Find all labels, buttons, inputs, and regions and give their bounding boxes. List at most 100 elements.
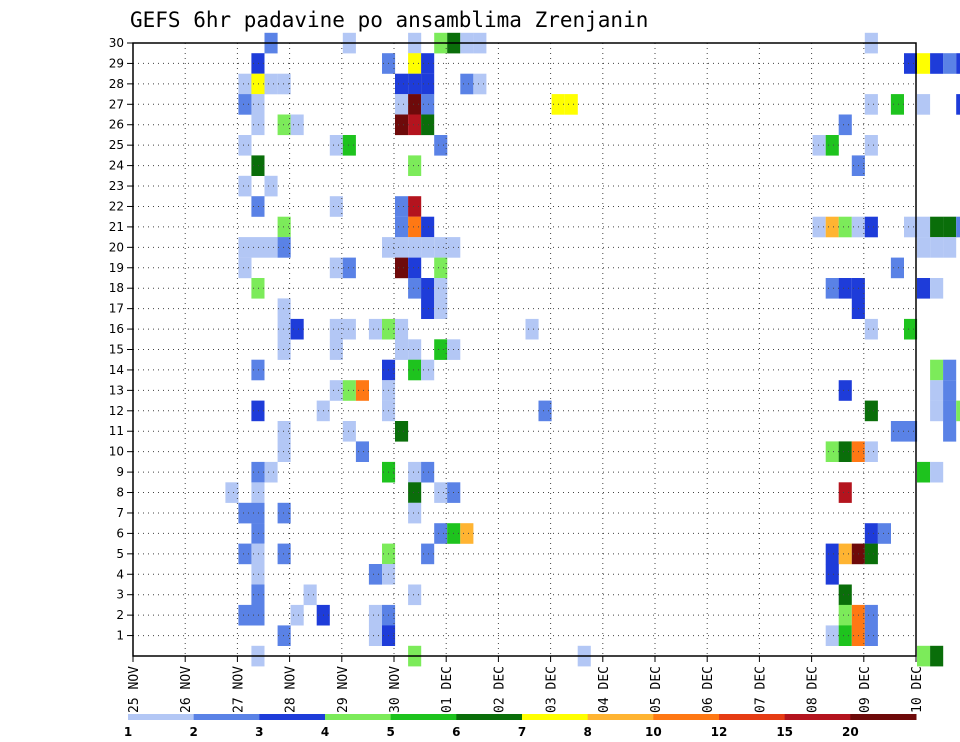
heatmap-cell (421, 359, 435, 381)
heatmap-cell (290, 318, 304, 340)
y-tick-label: 4 (116, 567, 124, 581)
colorbar-segment (456, 714, 523, 720)
heatmap-cell (264, 175, 278, 197)
heatmap-cell (264, 73, 278, 95)
heatmap-cell (904, 318, 918, 340)
colorbar-segment (522, 714, 589, 720)
heatmap-cell (277, 625, 291, 646)
heatmap-cell (251, 523, 265, 544)
heatmap-cell (956, 216, 960, 238)
heatmap-cell (421, 114, 435, 136)
heatmap-cell (408, 94, 422, 115)
heatmap-cell (825, 441, 839, 462)
heatmap-cell (825, 543, 839, 565)
y-tick-label: 26 (109, 118, 124, 132)
heatmap-cell (825, 216, 839, 238)
heatmap-cell (956, 53, 960, 74)
x-axis-ticks: 25 NOV 26 NOV 27 NOV 28 NOV 29 NOV 30 NOV 01 D… (127, 656, 925, 713)
y-tick-label: 2 (116, 608, 124, 622)
heatmap-cell (825, 625, 839, 646)
heatmap-cell (408, 461, 422, 483)
heatmap-cell (538, 400, 552, 422)
x-tick-label: 03 DEC (545, 666, 560, 713)
heatmap-cell (421, 73, 435, 95)
heatmap-cell (329, 135, 343, 156)
y-tick-label: 29 (109, 56, 124, 70)
heatmap-cell (329, 196, 343, 217)
heatmap-cell (421, 216, 435, 238)
heatmap-cell (408, 196, 422, 217)
heatmap-cell (277, 73, 291, 95)
heatmap-cell (890, 257, 904, 279)
colorbar-label: 7 (518, 725, 526, 739)
heatmap-cell (434, 523, 448, 544)
heatmap-cell (864, 441, 878, 462)
colorbar-segment (719, 714, 786, 720)
heatmap-cell (395, 237, 409, 258)
x-tick-label: 29 NOV (336, 666, 351, 713)
y-tick-label: 8 (116, 486, 124, 500)
heatmap-cell (408, 584, 422, 606)
heatmap-cell (838, 584, 852, 606)
heatmap-cell (368, 564, 382, 585)
heatmap-cell (564, 94, 578, 115)
x-tick-label: 09 DEC (858, 666, 873, 713)
heatmap-cell (251, 155, 265, 176)
heatmap-cell (890, 94, 904, 115)
heatmap-cell (290, 604, 304, 626)
heatmap-cell (917, 53, 931, 74)
heatmap-cell (277, 441, 291, 462)
heatmap-cell (342, 257, 356, 279)
heatmap-cell (368, 318, 382, 340)
heatmap-cell (238, 94, 252, 115)
x-tick-label: 07 DEC (753, 666, 768, 713)
x-tick-label: 01 DEC (440, 666, 455, 713)
heatmap-cell (251, 584, 265, 606)
y-tick-label: 23 (109, 179, 124, 193)
heatmap-cell (395, 94, 409, 115)
y-axis-ticks: 1234567891011121314151617181920212223242… (109, 36, 133, 643)
colorbar-segment (128, 714, 195, 720)
heatmap-cell (395, 257, 409, 279)
heatmap-cell (251, 400, 265, 422)
heatmap-cell (838, 482, 852, 503)
heatmap-cell (329, 339, 343, 360)
y-tick-label: 9 (116, 465, 124, 479)
y-tick-label: 12 (109, 404, 124, 418)
heatmap-cell (238, 502, 252, 524)
heatmap-cell (395, 421, 409, 442)
heatmap-cell (421, 53, 435, 74)
chart-title: GEFS 6hr padavine po ansamblima Zrenjani… (130, 8, 648, 32)
heatmap-cell (434, 237, 448, 258)
y-tick-label: 6 (116, 526, 124, 540)
colorbar-segment (259, 714, 326, 720)
heatmap-cell (329, 380, 343, 401)
heatmap-cell (838, 114, 852, 136)
heatmap-cell (264, 461, 278, 483)
heatmap-cell (838, 625, 852, 646)
heatmap-cell (251, 543, 265, 565)
y-tick-label: 7 (116, 506, 124, 520)
y-tick-label: 11 (109, 424, 124, 438)
heatmap-cell (864, 318, 878, 340)
heatmap-cell (864, 523, 878, 544)
heatmap-cell (238, 604, 252, 626)
x-tick-label: 05 DEC (649, 666, 664, 713)
heatmap-cell (943, 400, 957, 422)
heatmap-cell (838, 604, 852, 626)
heatmap-cell (408, 73, 422, 95)
heatmap-cell (838, 278, 852, 299)
heatmap-cell (395, 114, 409, 136)
heatmap-cell (251, 73, 265, 95)
heatmap-cell (864, 135, 878, 156)
heatmap-cells (225, 32, 960, 667)
heatmap-cell (864, 94, 878, 115)
heatmap-cell (395, 318, 409, 340)
heatmap-cell (917, 645, 931, 667)
heatmap-cell (329, 257, 343, 279)
heatmap-cell (238, 543, 252, 565)
heatmap-cell (812, 135, 826, 156)
heatmap-cell (904, 421, 918, 442)
heatmap-cell (395, 216, 409, 238)
heatmap-cell (277, 318, 291, 340)
